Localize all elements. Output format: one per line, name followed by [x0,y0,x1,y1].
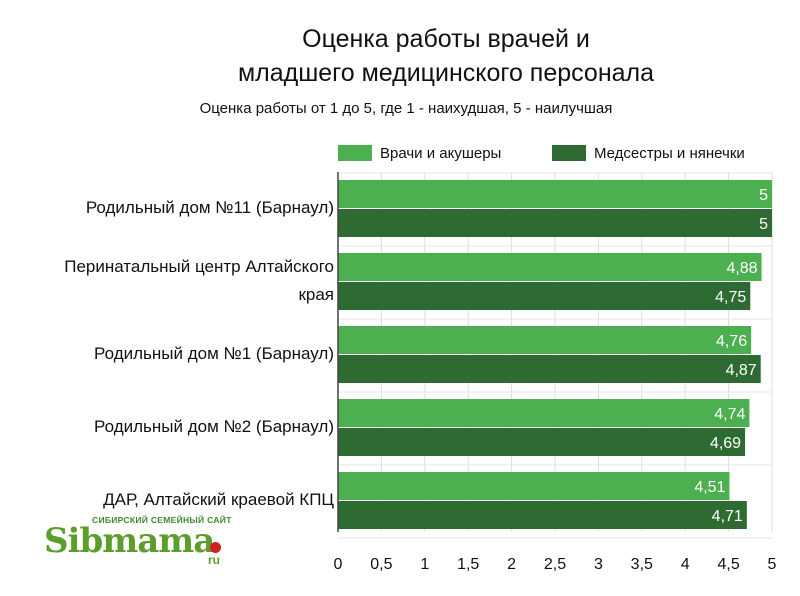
x-tick-label: 0 [334,556,343,573]
x-tick-label: 4,5 [717,556,739,573]
logo-name: Sibmama [44,521,215,561]
category-label-line: края [298,285,334,304]
category-label: Родильный дом №2 (Барнаул) [4,413,334,441]
category-label: Родильный дом №11 (Барнаул) [4,194,334,222]
legend-item-nurses: Медсестры и нянечки [552,143,745,163]
x-tick-label: 5 [768,556,777,573]
bar-value-label: 4,75 [715,289,746,306]
bar-value-label: 4,51 [694,479,725,496]
bar-value-label: 4,76 [716,333,747,350]
bar [338,501,747,529]
logo-dot-icon [210,542,221,553]
x-tick-label: 3,5 [631,556,653,573]
bar-value-label: 4,71 [712,508,743,525]
bar [338,282,751,310]
bar [338,209,772,237]
logo-suffix: ru [208,553,220,567]
chart-title-line-2: младшего медицинского персонала [237,59,655,87]
category-label-line: Перинатальный центр Алтайского [64,257,334,276]
bar [338,472,730,500]
bar [338,428,746,456]
category-label-line: ДАР, Алтайский краевой КПЦ [103,490,334,509]
logo-tagline: СИБИРСКИЙ СЕМЕЙНЫЙ САЙТ [92,515,232,525]
sibmama-logo: СИБИРСКИЙ СЕМЕЙНЫЙ САЙТ Sibmama ru [44,515,244,570]
bar [338,399,750,427]
bar-value-label: 4,87 [726,362,757,379]
chart-title-line-1: Оценка работы врачей и [302,25,590,53]
bar-value-label: 4,69 [710,435,741,452]
chart-subtitle: Оценка работы от 1 до 5, где 1 - наихудш… [199,100,613,117]
bar-value-label: 5 [759,216,768,233]
bar [338,326,752,354]
bar-value-label: 4,74 [714,406,745,423]
bar [338,253,762,281]
x-tick-label: 2,5 [544,556,566,573]
category-label-line: Родильный дом №2 (Барнаул) [94,417,334,436]
bar [338,355,761,383]
bar-value-label: 5 [759,187,768,204]
x-tick-label: 0,5 [370,556,392,573]
legend-label-doctors: Врачи и акушеры [380,144,502,162]
legend-item-doctors: Врачи и акушеры [338,143,501,163]
legend-swatch-nurses [552,145,586,161]
legend-swatch-doctors [338,145,372,161]
x-tick-label: 2 [507,556,516,573]
legend-label-nurses: Медсестры и нянечки [594,144,745,162]
x-tick-label: 3 [594,556,603,573]
category-label: Перинатальный центр Алтайского края [4,253,334,309]
bar [338,180,772,208]
x-tick-label: 1 [420,556,429,573]
category-label-line: Родильный дом №1 (Барнаул) [94,344,334,363]
x-tick-label: 4 [681,556,690,573]
category-label-line: Родильный дом №11 (Барнаул) [85,198,334,217]
category-label: Родильный дом №1 (Барнаул) [4,340,334,368]
category-label: ДАР, Алтайский краевой КПЦ [4,486,334,514]
x-tick-label: 1,5 [457,556,479,573]
bar-value-label: 4,88 [726,260,757,277]
